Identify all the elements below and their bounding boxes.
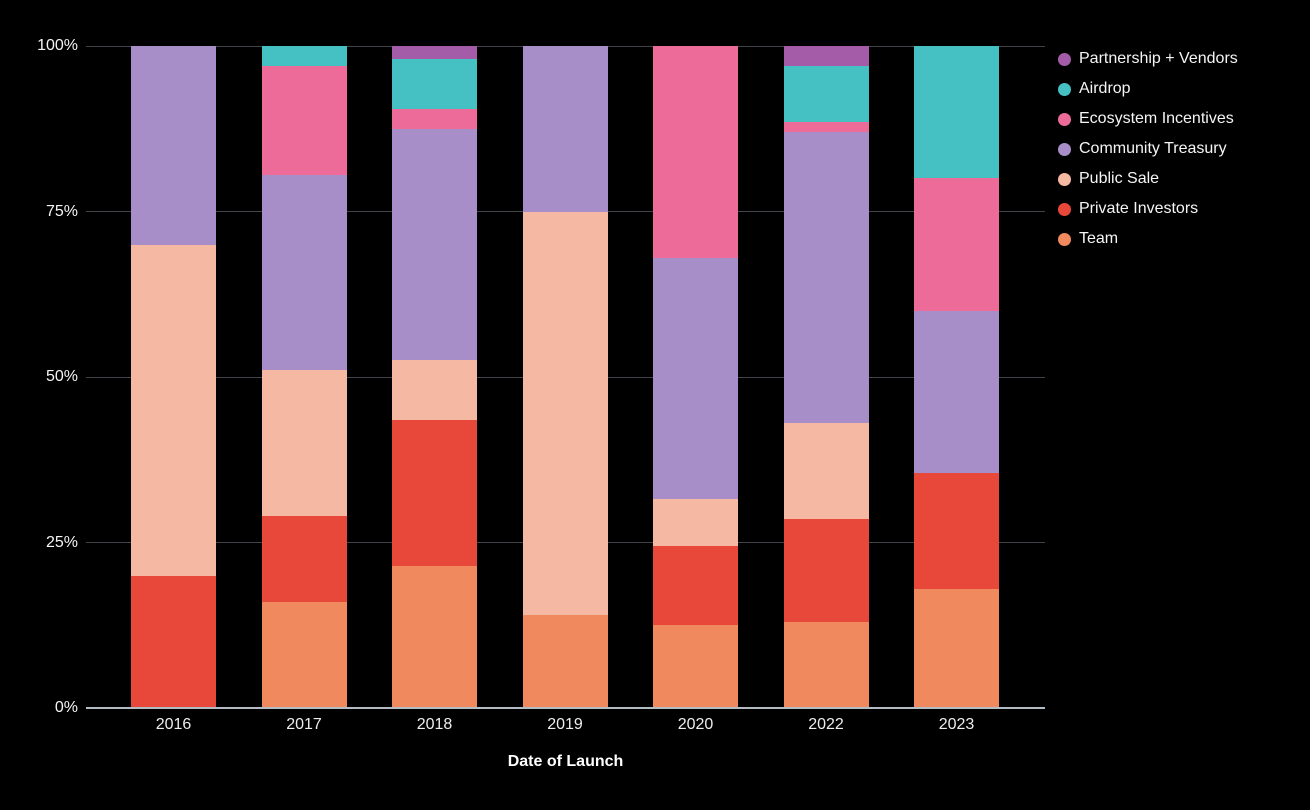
- legend-swatch-icon: [1058, 52, 1071, 66]
- x-tick-label-2020: 2020: [677, 716, 714, 733]
- bar-2018: [392, 46, 477, 708]
- bar-segment-2017-community-treasury[interactable]: [261, 175, 347, 371]
- legend-label: Airdrop: [1079, 80, 1131, 97]
- bar-2022: [783, 46, 869, 708]
- bar-segment-2020-community-treasury[interactable]: [653, 257, 738, 500]
- x-tick-label-2022: 2022: [808, 716, 844, 733]
- x-tick-label-2016: 2016: [155, 716, 192, 733]
- bar-segment-2023-airdrop[interactable]: [914, 46, 999, 179]
- legend-label: Partnership + Vendors: [1079, 50, 1238, 67]
- bar-segment-2020-private-investors[interactable]: [653, 545, 738, 626]
- bar-segment-2019-public-sale[interactable]: [522, 211, 608, 616]
- legend-item-private-investors[interactable]: Private Investors: [1058, 194, 1238, 224]
- bar-2023: [914, 46, 999, 708]
- y-tick-label-100: 100%: [37, 37, 78, 54]
- x-tick-label-2019: 2019: [547, 716, 583, 733]
- bar-segment-2023-private-investors[interactable]: [914, 473, 999, 589]
- bar-segment-2023-team[interactable]: [914, 588, 999, 708]
- x-tick-label-2018: 2018: [416, 716, 453, 733]
- x-tick-label-2023: 2023: [938, 716, 975, 733]
- legend-swatch-icon: [1058, 142, 1071, 156]
- bar-segment-2018-public-sale[interactable]: [392, 360, 477, 421]
- legend-item-airdrop[interactable]: Airdrop: [1058, 74, 1238, 104]
- x-tick-label-2017: 2017: [286, 716, 322, 733]
- bar-segment-2022-public-sale[interactable]: [783, 423, 869, 520]
- bar-segment-2018-team[interactable]: [392, 565, 477, 708]
- bar-segment-2016-public-sale[interactable]: [131, 244, 216, 576]
- bar-segment-2020-ecosystem-incentives[interactable]: [653, 46, 738, 258]
- legend-item-partnership-vendors[interactable]: Partnership + Vendors: [1058, 44, 1238, 74]
- bar-segment-2022-partnership-vendors[interactable]: [783, 46, 869, 66]
- legend-label: Community Treasury: [1079, 140, 1227, 157]
- bar-segment-2016-private-investors[interactable]: [131, 575, 216, 708]
- bar-2020: [653, 46, 738, 708]
- bar-2017: [261, 46, 347, 708]
- bar-segment-2018-private-investors[interactable]: [392, 420, 477, 566]
- bar-segment-2016-community-treasury[interactable]: [131, 46, 216, 245]
- legend-swatch-icon: [1058, 202, 1071, 216]
- legend-item-public-sale[interactable]: Public Sale: [1058, 164, 1238, 194]
- bar-segment-2019-team[interactable]: [522, 615, 608, 708]
- legend-swatch-icon: [1058, 82, 1071, 96]
- bar-segment-2018-airdrop[interactable]: [392, 59, 477, 109]
- bar-segment-2017-public-sale[interactable]: [261, 370, 347, 517]
- bar-segment-2019-community-treasury[interactable]: [522, 46, 608, 212]
- x-axis-title: Date of Launch: [507, 753, 624, 770]
- legend-item-community-treasury[interactable]: Community Treasury: [1058, 134, 1238, 164]
- bar-segment-2020-public-sale[interactable]: [653, 499, 738, 546]
- legend-swatch-icon: [1058, 112, 1071, 126]
- bar-segment-2022-airdrop[interactable]: [783, 65, 869, 123]
- x-axis-line: [86, 707, 1045, 709]
- legend: Partnership + Vendors Airdrop Ecosystem In…: [1058, 44, 1238, 254]
- y-tick-label-75: 75%: [45, 202, 78, 220]
- bar-segment-2017-private-investors[interactable]: [261, 516, 347, 603]
- bar-segment-2017-team[interactable]: [261, 602, 347, 708]
- bar-segment-2022-private-investors[interactable]: [783, 519, 869, 622]
- y-tick-label-0: 0%: [54, 699, 78, 716]
- bar-segment-2020-team[interactable]: [653, 625, 738, 708]
- legend-label: Public Sale: [1079, 170, 1160, 187]
- bar-segment-2022-team[interactable]: [783, 621, 869, 708]
- y-tick-label-25: 25%: [45, 533, 78, 551]
- bar-segment-2023-community-treasury[interactable]: [914, 310, 999, 473]
- bar-segment-2023-ecosystem-incentives[interactable]: [914, 178, 999, 311]
- legend-label: Private Investors: [1079, 200, 1199, 217]
- bar-2016: [131, 46, 216, 708]
- bar-segment-2017-airdrop[interactable]: [261, 46, 347, 66]
- y-tick-label-50: 50%: [45, 368, 78, 385]
- legend-label: Ecosystem Incentives: [1079, 110, 1234, 127]
- bar-segment-2022-ecosystem-incentives[interactable]: [783, 122, 869, 133]
- legend-swatch-icon: [1058, 232, 1071, 246]
- bar-segment-2018-community-treasury[interactable]: [392, 128, 477, 361]
- bar-segment-2018-ecosystem-incentives[interactable]: [392, 108, 477, 129]
- gridline-100: [86, 45, 1045, 47]
- legend-label: Team: [1079, 230, 1119, 247]
- bar-2019: [522, 46, 608, 708]
- legend-swatch-icon: [1058, 172, 1071, 186]
- bar-segment-2022-community-treasury[interactable]: [783, 132, 869, 424]
- legend-item-team[interactable]: Team: [1058, 224, 1238, 254]
- legend-item-ecosystem-incentives[interactable]: Ecosystem Incentives: [1058, 104, 1238, 134]
- bar-segment-2017-ecosystem-incentives[interactable]: [261, 65, 347, 176]
- bar-segment-2018-partnership-vendors[interactable]: [392, 46, 477, 60]
